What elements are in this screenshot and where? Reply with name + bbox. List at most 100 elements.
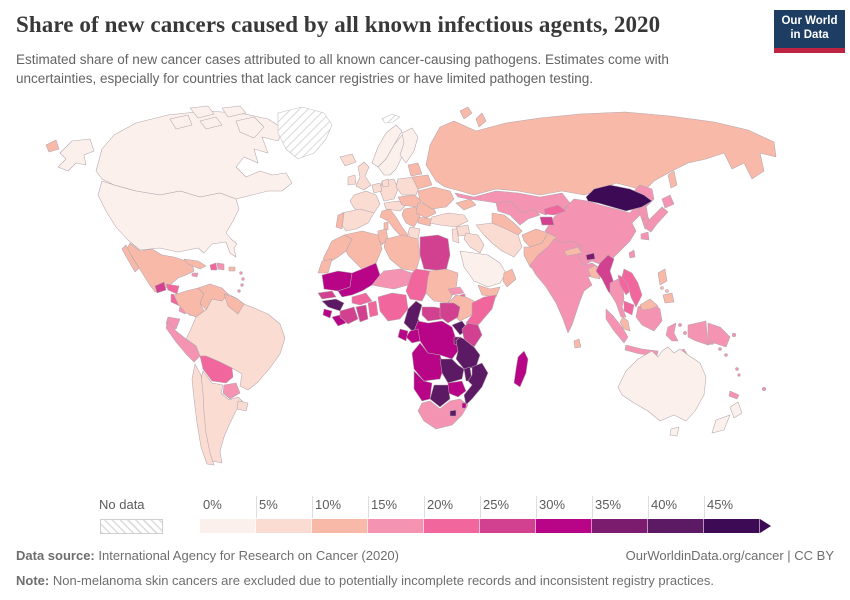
country-lesser_antilles[interactable] [240, 283, 244, 287]
country-chile[interactable] [191, 363, 215, 466]
country-south_sudan[interactable] [439, 302, 461, 324]
country-malaysia[interactable] [619, 316, 631, 332]
country-papua_new_guinea[interactable] [707, 322, 731, 348]
country-canada[interactable] [169, 114, 193, 130]
country-japan[interactable] [640, 231, 650, 241]
country-kyrgyzstan[interactable] [543, 204, 567, 216]
country-eritrea[interactable] [447, 286, 465, 296]
country-togo_benin[interactable] [367, 300, 379, 318]
country-denmark[interactable] [381, 178, 390, 188]
country-lesser_antilles[interactable] [241, 277, 245, 281]
legend-no-data-swatch[interactable] [100, 519, 163, 534]
country-lesotho[interactable] [449, 409, 457, 417]
country-jamaica[interactable] [191, 272, 199, 278]
country-burkina_faso[interactable] [351, 292, 373, 306]
country-mexico[interactable] [121, 244, 140, 273]
country-sri_lanka[interactable] [573, 338, 582, 349]
country-australia[interactable] [669, 426, 680, 437]
country-new_zealand[interactable] [729, 401, 743, 419]
country-pacific_islands[interactable] [735, 367, 739, 371]
country-ireland[interactable] [347, 174, 357, 186]
country-canada[interactable] [189, 105, 215, 119]
country-somalia[interactable] [465, 294, 497, 334]
country-ghana[interactable] [355, 304, 369, 323]
legend-segment-30-35%[interactable] [536, 519, 592, 533]
country-peru[interactable] [165, 320, 201, 363]
country-japan[interactable] [661, 194, 675, 209]
country-western_sahara[interactable] [317, 258, 333, 274]
legend-segment-20-25%[interactable] [424, 519, 480, 533]
country-uruguay[interactable] [236, 400, 249, 412]
country-iran[interactable] [475, 222, 523, 258]
legend-segment-35-40%[interactable] [592, 519, 648, 533]
country-ivory_coast[interactable] [339, 306, 359, 325]
country-pacific_islands[interactable] [761, 386, 767, 392]
country-zimbabwe[interactable] [447, 380, 467, 398]
country-dominican_republic[interactable] [216, 262, 225, 271]
country-saudi_arabia[interactable] [459, 250, 507, 288]
legend-segment-40-45%[interactable] [648, 519, 704, 533]
country-namibia[interactable] [413, 370, 433, 402]
country-egypt[interactable] [419, 234, 451, 272]
country-puerto_rico[interactable] [228, 266, 236, 272]
country-pacific_islands[interactable] [718, 347, 722, 351]
country-benelux[interactable] [371, 182, 383, 194]
country-ecuador[interactable] [165, 316, 181, 330]
country-guatemala[interactable] [154, 281, 167, 294]
country-guinea[interactable] [321, 298, 345, 312]
country-finland[interactable] [399, 127, 419, 164]
country-iraq[interactable] [463, 232, 485, 254]
country-cambodia[interactable] [623, 300, 635, 316]
country-turkey[interactable] [429, 212, 469, 228]
country-pacific_islands[interactable] [737, 373, 741, 377]
country-nepal[interactable] [563, 246, 583, 257]
country-oman[interactable] [502, 268, 517, 288]
country-philippines[interactable] [660, 286, 664, 290]
country-haiti[interactable] [209, 262, 218, 271]
country-baltics[interactable] [407, 162, 423, 177]
country-taiwan[interactable] [628, 249, 636, 259]
country-indonesia[interactable] [683, 331, 687, 335]
country-canada[interactable] [221, 105, 247, 118]
country-mexico[interactable] [126, 242, 195, 293]
country-new_zealand[interactable] [711, 414, 731, 434]
country-angola[interactable] [411, 342, 445, 382]
country-colombia[interactable] [173, 287, 205, 318]
country-indonesia[interactable] [687, 320, 709, 346]
legend-segment-45%+[interactable] [704, 519, 760, 533]
legend-segment-25-30%[interactable] [480, 519, 536, 533]
country-pacific_islands[interactable] [728, 390, 740, 400]
country-malaysia[interactable] [639, 298, 659, 311]
country-guyanas[interactable] [223, 293, 245, 315]
country-russia[interactable] [667, 170, 678, 189]
country-canada[interactable] [235, 116, 265, 139]
country-philippines[interactable] [662, 292, 675, 304]
country-iceland[interactable] [339, 153, 357, 167]
country-honduras[interactable] [165, 283, 180, 295]
country-uzbekistan[interactable] [495, 200, 541, 226]
country-indonesia[interactable] [678, 323, 682, 327]
country-indonesia[interactable] [665, 322, 679, 342]
country-levant[interactable] [451, 228, 460, 244]
country-south_africa[interactable] [417, 398, 469, 430]
country-paraguay[interactable] [222, 382, 241, 400]
country-bolivia[interactable] [199, 355, 234, 384]
country-spain[interactable] [341, 208, 375, 232]
owid-logo[interactable]: Our World in Data [774, 10, 845, 53]
country-uk[interactable] [355, 161, 372, 191]
country-philippines[interactable] [657, 268, 668, 286]
country-balkans[interactable] [401, 206, 421, 228]
legend-segment-5-10%[interactable] [256, 519, 312, 533]
country-canada[interactable] [95, 110, 293, 200]
country-papua_new_guinea[interactable] [731, 332, 737, 338]
country-usa[interactable] [57, 138, 95, 172]
country-russia[interactable] [459, 106, 473, 120]
country-yemen[interactable] [477, 284, 501, 298]
country-senegal[interactable] [317, 290, 337, 300]
country-pacific_islands[interactable] [710, 341, 714, 345]
owid-link[interactable]: OurWorldinData.org/cancer | CC BY [625, 548, 834, 563]
country-ukraine[interactable] [417, 186, 455, 210]
country-russia[interactable] [45, 139, 60, 153]
country-caucasus[interactable] [455, 198, 477, 211]
country-lesser_antilles[interactable] [237, 289, 241, 293]
